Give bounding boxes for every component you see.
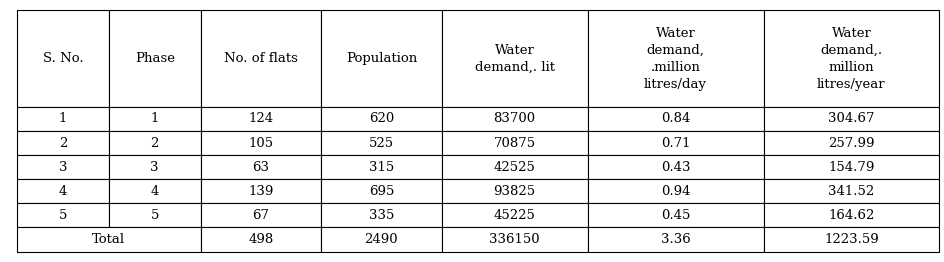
Bar — [201, 10, 321, 107]
Bar — [588, 10, 764, 107]
Bar — [17, 179, 109, 203]
Text: 336150: 336150 — [489, 233, 540, 246]
Text: 341.52: 341.52 — [828, 185, 874, 198]
Bar — [321, 203, 442, 227]
Text: 620: 620 — [369, 112, 394, 125]
Bar — [442, 203, 588, 227]
Text: 0.84: 0.84 — [661, 112, 690, 125]
Bar — [17, 227, 201, 252]
Text: 3: 3 — [59, 161, 67, 174]
Bar — [109, 203, 201, 227]
Bar — [442, 227, 588, 252]
Text: 5: 5 — [150, 209, 159, 222]
Bar — [201, 203, 321, 227]
Text: Water
demand,.
million
litres/year: Water demand,. million litres/year — [818, 27, 885, 91]
Bar — [588, 107, 764, 131]
Bar — [17, 203, 109, 227]
Bar — [321, 155, 442, 179]
Bar — [764, 107, 939, 131]
Text: Phase: Phase — [135, 52, 175, 65]
Bar — [17, 155, 109, 179]
Text: 695: 695 — [369, 185, 394, 198]
Bar — [321, 227, 442, 252]
Text: 2490: 2490 — [364, 233, 398, 246]
Bar — [109, 179, 201, 203]
Text: Population: Population — [346, 52, 417, 65]
Text: 3: 3 — [150, 161, 159, 174]
Text: 0.45: 0.45 — [661, 209, 690, 222]
Text: 2: 2 — [59, 137, 67, 150]
Text: 164.62: 164.62 — [828, 209, 874, 222]
Text: 105: 105 — [248, 137, 274, 150]
Text: 42525: 42525 — [494, 161, 535, 174]
Bar — [764, 179, 939, 203]
Bar — [17, 107, 109, 131]
Text: 335: 335 — [369, 209, 394, 222]
Bar — [764, 155, 939, 179]
Bar — [442, 131, 588, 155]
Text: 0.71: 0.71 — [661, 137, 690, 150]
Bar — [201, 107, 321, 131]
Bar — [321, 131, 442, 155]
Text: 124: 124 — [248, 112, 274, 125]
Text: 4: 4 — [150, 185, 159, 198]
Bar — [109, 131, 201, 155]
Text: Water
demand,
.million
litres/day: Water demand, .million litres/day — [644, 27, 707, 91]
Text: No. of flats: No. of flats — [224, 52, 298, 65]
Bar — [764, 227, 939, 252]
Bar — [17, 10, 109, 107]
Bar — [442, 10, 588, 107]
Bar — [764, 131, 939, 155]
Bar — [321, 107, 442, 131]
Bar — [442, 155, 588, 179]
Text: 1: 1 — [150, 112, 159, 125]
Text: 498: 498 — [248, 233, 274, 246]
Text: 257.99: 257.99 — [828, 137, 875, 150]
Text: 154.79: 154.79 — [828, 161, 874, 174]
Text: 83700: 83700 — [494, 112, 536, 125]
Bar — [321, 179, 442, 203]
Bar — [588, 227, 764, 252]
Text: 315: 315 — [369, 161, 394, 174]
Text: 63: 63 — [252, 161, 269, 174]
Text: 0.94: 0.94 — [661, 185, 690, 198]
Bar — [588, 203, 764, 227]
Text: S. No.: S. No. — [42, 52, 83, 65]
Bar — [321, 10, 442, 107]
Text: 3.36: 3.36 — [661, 233, 690, 246]
Text: Total: Total — [93, 233, 126, 246]
Bar — [201, 179, 321, 203]
Text: 525: 525 — [369, 137, 394, 150]
Text: 45225: 45225 — [494, 209, 535, 222]
Bar — [201, 155, 321, 179]
Text: 5: 5 — [59, 209, 67, 222]
Bar — [764, 10, 939, 107]
Bar — [109, 107, 201, 131]
Bar — [17, 131, 109, 155]
Text: 1: 1 — [59, 112, 67, 125]
Text: 70875: 70875 — [494, 137, 536, 150]
Bar — [109, 155, 201, 179]
Bar — [201, 227, 321, 252]
Text: 0.43: 0.43 — [661, 161, 690, 174]
Bar — [442, 179, 588, 203]
Text: Water
demand,. lit: Water demand,. lit — [475, 44, 555, 74]
Text: 67: 67 — [252, 209, 269, 222]
Text: 2: 2 — [150, 137, 159, 150]
Bar — [588, 155, 764, 179]
Text: 139: 139 — [248, 185, 274, 198]
Text: 4: 4 — [59, 185, 67, 198]
Text: 304.67: 304.67 — [828, 112, 875, 125]
Bar — [588, 131, 764, 155]
Text: 93825: 93825 — [494, 185, 536, 198]
Bar — [588, 179, 764, 203]
Text: 1223.59: 1223.59 — [824, 233, 879, 246]
Bar — [764, 203, 939, 227]
Bar — [442, 107, 588, 131]
Bar — [201, 131, 321, 155]
Bar — [109, 10, 201, 107]
